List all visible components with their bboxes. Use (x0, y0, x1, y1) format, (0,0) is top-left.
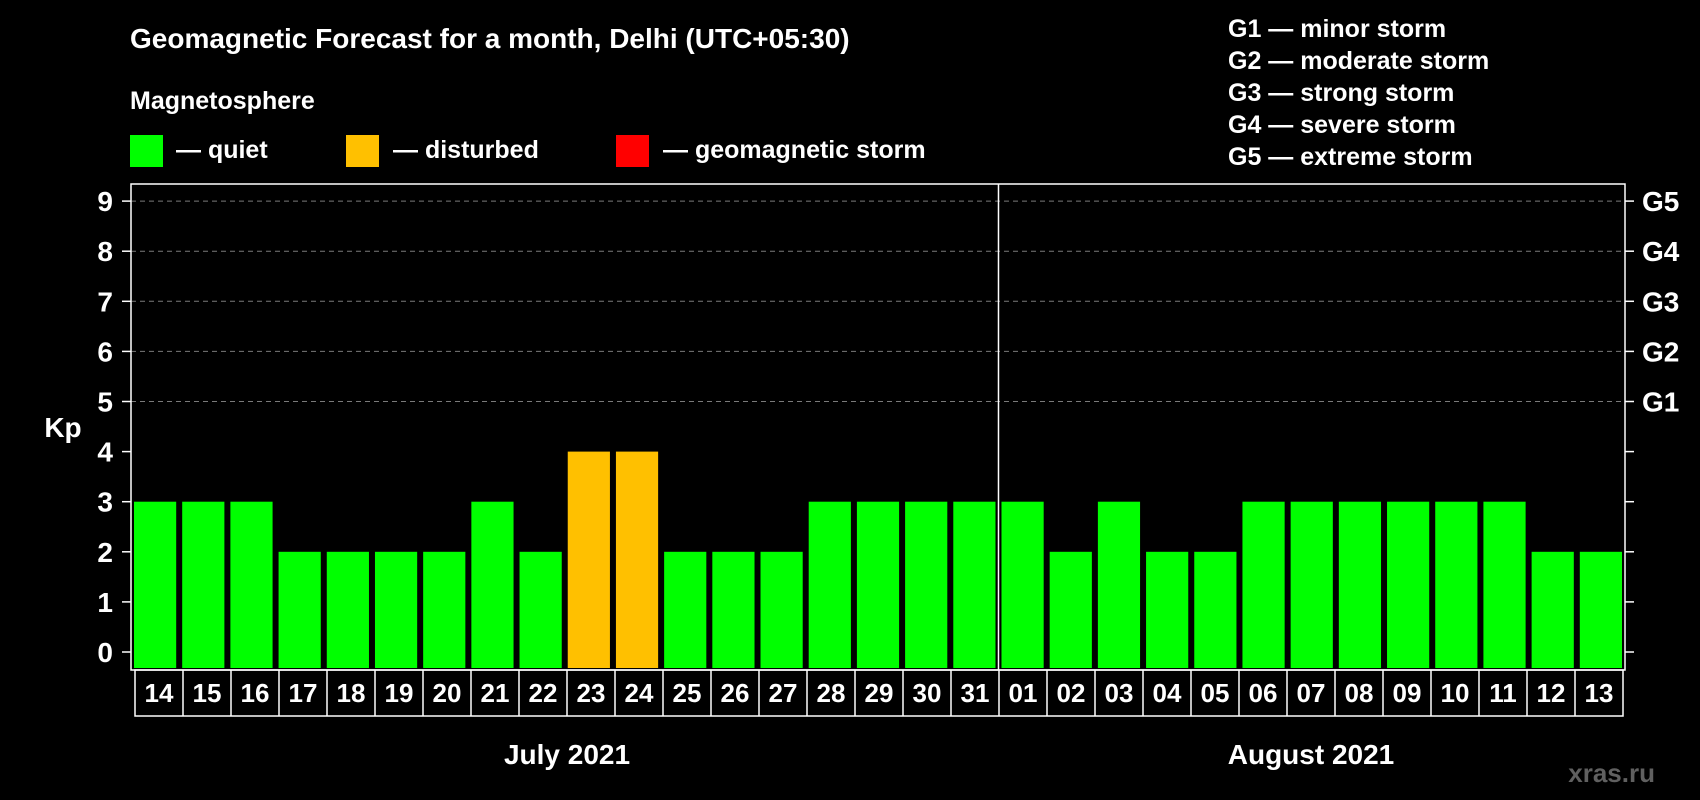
bar-day-28 (808, 501, 851, 668)
y-tick-label-2: 2 (97, 537, 113, 568)
month-label-0: July 2021 (504, 739, 630, 770)
bar-day-05 (1194, 551, 1237, 668)
bar-day-29 (856, 501, 900, 668)
x-tick-label-06: 06 (1249, 678, 1278, 708)
legend-label-disturbed: — disturbed (393, 136, 539, 164)
bar-day-02 (1049, 551, 1092, 668)
bar-day-16 (230, 501, 273, 668)
x-tick-label-08: 08 (1345, 678, 1374, 708)
chart-title: Geomagnetic Forecast for a month, Delhi … (130, 23, 850, 54)
x-tick-label-11: 11 (1489, 678, 1517, 708)
bar-day-30 (905, 501, 948, 668)
legend-swatch-storm (616, 135, 649, 167)
legend-label-quiet: — quiet (176, 136, 268, 164)
bar-day-01 (1001, 501, 1044, 668)
bar-day-25 (664, 551, 707, 668)
date-row-frame (134, 669, 1624, 717)
bar-day-10 (1435, 501, 1478, 668)
bar-day-14 (134, 501, 177, 668)
x-tick-label-31: 31 (961, 678, 990, 708)
storm-axis-label-g1: G1 (1642, 387, 1679, 418)
x-tick-label-30: 30 (913, 678, 942, 708)
x-tick-label-02: 02 (1057, 678, 1086, 708)
bar-day-17 (278, 551, 321, 668)
x-tick-label-22: 22 (529, 678, 558, 708)
bar-day-04 (1146, 551, 1189, 668)
storm-scale-g1: G1 — minor storm (1228, 15, 1446, 43)
bar-day-07 (1290, 501, 1333, 668)
storm-scale-g4: G4 — severe storm (1228, 111, 1456, 139)
x-tick-label-13: 13 (1585, 678, 1614, 708)
storm-axis-label-g2: G2 (1642, 336, 1679, 367)
bar-day-03 (1097, 501, 1141, 668)
x-tick-label-03: 03 (1105, 678, 1134, 708)
x-tick-label-26: 26 (721, 678, 750, 708)
x-tick-label-21: 21 (481, 678, 510, 708)
x-tick-label-15: 15 (193, 678, 222, 708)
legend-swatch-quiet (130, 135, 163, 167)
y-tick-label-3: 3 (97, 487, 113, 518)
bar-day-11 (1483, 501, 1526, 668)
watermark: xras.ru (1568, 758, 1655, 788)
bar-day-31 (953, 501, 996, 668)
x-tick-label-20: 20 (433, 678, 462, 708)
x-tick-label-12: 12 (1537, 678, 1566, 708)
x-tick-label-01: 01 (1009, 678, 1038, 708)
y-tick-label-8: 8 (97, 236, 113, 267)
x-tick-label-18: 18 (337, 678, 366, 708)
storm-scale-list: G1 — minor storm G2 — moderate storm G3 … (1228, 15, 1489, 171)
bar-day-19 (374, 551, 418, 668)
bar-day-21 (471, 501, 514, 668)
bar-day-12 (1531, 551, 1574, 668)
storm-axis-label-g4: G4 (1642, 236, 1680, 267)
bar-day-08 (1338, 501, 1382, 668)
x-tick-label-10: 10 (1441, 678, 1470, 708)
bar-day-13 (1579, 551, 1622, 668)
x-tick-label-24: 24 (625, 678, 654, 708)
x-tick-label-09: 09 (1393, 678, 1422, 708)
storm-scale-g2: G2 — moderate storm (1228, 47, 1489, 75)
x-tick-label-28: 28 (817, 678, 846, 708)
x-tick-label-17: 17 (289, 678, 318, 708)
y-tick-label-0: 0 (97, 637, 113, 668)
x-tick-label-25: 25 (673, 678, 702, 708)
legend: — quiet — disturbed — geomagnetic storm (130, 135, 926, 167)
bar-day-18 (326, 551, 369, 668)
legend-label-storm: — geomagnetic storm (663, 136, 926, 164)
y-tick-label-9: 9 (97, 186, 113, 217)
month-label-1: August 2021 (1228, 739, 1395, 770)
y-axis-label: Kp (44, 412, 81, 443)
y-tick-label-1: 1 (97, 587, 113, 618)
x-tick-label-07: 07 (1297, 678, 1326, 708)
y-tick-label-4: 4 (97, 437, 113, 468)
x-tick-label-04: 04 (1153, 678, 1182, 708)
bar-day-22 (519, 551, 562, 668)
x-tick-label-05: 05 (1201, 678, 1230, 708)
x-tick-label-23: 23 (577, 678, 606, 708)
legend-swatch-disturbed (346, 135, 379, 167)
bar-day-27 (760, 551, 803, 668)
bar-day-06 (1242, 501, 1285, 668)
x-tick-label-16: 16 (241, 678, 270, 708)
bar-day-09 (1387, 501, 1430, 668)
y-tick-label-7: 7 (97, 286, 113, 317)
y-tick-label-5: 5 (97, 387, 113, 418)
bar-day-26 (712, 551, 755, 668)
storm-scale-g3: G3 — strong storm (1228, 79, 1454, 107)
storm-axis-label-g3: G3 (1642, 286, 1679, 317)
x-tick-label-19: 19 (385, 678, 414, 708)
bar-day-15 (182, 501, 225, 668)
storm-axis-label-g5: G5 (1642, 186, 1679, 217)
bar-day-23 (567, 451, 610, 668)
x-tick-label-29: 29 (865, 678, 894, 708)
bar-day-24 (615, 451, 659, 668)
bar-day-20 (423, 551, 466, 668)
chart-subtitle: Magnetosphere (130, 87, 315, 115)
x-tick-label-14: 14 (145, 678, 174, 708)
storm-scale-g5: G5 — extreme storm (1228, 143, 1473, 171)
x-tick-label-27: 27 (769, 678, 798, 708)
y-tick-label-6: 6 (97, 336, 113, 367)
